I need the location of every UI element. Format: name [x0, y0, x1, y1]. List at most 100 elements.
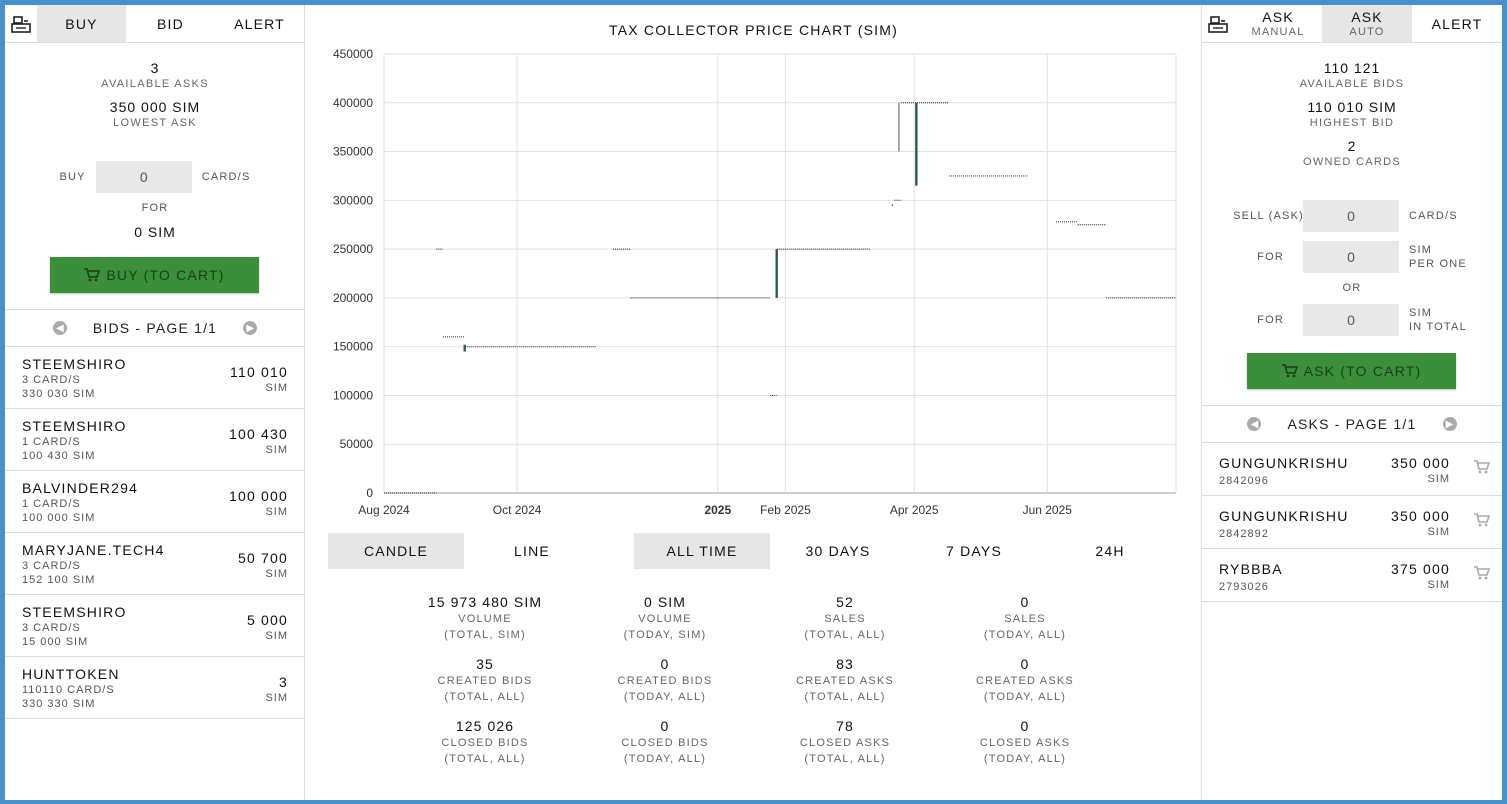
- lowest-ask: 350 000 SIM LOWEST ASK: [5, 99, 305, 129]
- ask-row[interactable]: GUNGUNKRISHU 2842892 350 000 SIM: [1202, 496, 1502, 549]
- bid-row[interactable]: STEEMSHIRO 3 CARD/S 330 030 SIM 110 010 …: [5, 347, 305, 409]
- ask-id: 2842892: [1219, 528, 1269, 540]
- next-page-icon[interactable]: ▶: [243, 321, 258, 335]
- cash-register-icon: [11, 15, 31, 33]
- ask-row[interactable]: RYBBBA 2793026 375 000 SIM: [1202, 549, 1502, 602]
- ask-price: 375 000: [1390, 561, 1450, 577]
- mode-line-button[interactable]: LINE: [514, 543, 550, 559]
- tab-switch[interactable]: [5, 5, 37, 42]
- bid-total: 330 030 SIM: [22, 388, 96, 400]
- market-stat-value: 52: [836, 594, 854, 610]
- buy-panel: BUY BID ALERT 3 AVAILABLE ASKS 350 000 S…: [5, 5, 305, 800]
- ask-to-cart-button[interactable]: ASK (TO CART): [1247, 353, 1456, 389]
- market-stat-scope: (TODAY, ALL): [983, 629, 1067, 641]
- bid-cards: 3 CARD/S: [22, 374, 81, 386]
- x-tick-label: Apr 2025: [890, 503, 939, 517]
- price-chart[interactable]: 0 50000 100000 150000 200000 250000 300000 3500…: [305, 5, 1202, 525]
- ask-row[interactable]: GUNGUNKRISHU 2842096 350 000 SIM: [1202, 443, 1502, 496]
- bid-row[interactable]: HUNTTOKEN 110110 CARD/S 330 330 SIM 3 SI…: [5, 657, 305, 719]
- add-to-cart-icon[interactable]: [1474, 459, 1490, 475]
- range-all-time-button[interactable]: ALL TIME: [634, 533, 770, 569]
- market-stat-scope: (TOTAL, SIM): [444, 629, 526, 641]
- mode-spacer: [600, 533, 634, 569]
- sell-quantity-input[interactable]: [1303, 200, 1399, 232]
- buy-quantity-input[interactable]: [95, 161, 192, 193]
- tab-bid[interactable]: BID: [157, 15, 184, 32]
- buy-to-cart-button[interactable]: BUY (TO CART): [50, 257, 259, 293]
- buy-quantity-row: BUY CARD/S: [5, 161, 305, 193]
- add-to-cart-icon[interactable]: [1474, 512, 1490, 528]
- y-tick-label: 350000: [333, 145, 373, 159]
- bid-name: MARYJANE.TECH4: [22, 542, 165, 558]
- ask-unit: SIM: [1427, 579, 1450, 591]
- bid-total: 330 330 SIM: [22, 698, 96, 710]
- market-stat: 15 973 480 SIM VOLUME (TOTAL, SIM): [395, 594, 575, 642]
- prev-page-icon[interactable]: ◀: [52, 321, 67, 335]
- range-24h-button[interactable]: 24H: [1095, 543, 1125, 559]
- bid-row[interactable]: MARYJANE.TECH4 3 CARD/S 152 100 SIM 50 7…: [5, 533, 305, 595]
- for-label: FOR: [141, 202, 169, 214]
- market-stat: 83 CREATED ASKS (TOTAL, ALL): [755, 656, 935, 704]
- market-stat-scope: (TODAY, SIM): [623, 629, 707, 641]
- x-tick-label: Feb 2025: [760, 503, 811, 517]
- buy-total-value: 0 SIM: [134, 224, 176, 240]
- market-stat: 35 CREATED BIDS (TOTAL, ALL): [395, 656, 575, 704]
- market-stats: 15 973 480 SIM VOLUME (TOTAL, SIM) 0 SIM VOL…: [395, 594, 1115, 766]
- bid-name: STEEMSHIRO: [22, 418, 127, 434]
- tab-alert[interactable]: ALERT: [1431, 15, 1483, 32]
- prev-page-icon[interactable]: ◀: [1247, 417, 1262, 431]
- y-tick-label: 250000: [333, 242, 373, 256]
- market-stat: 0 SALES (TODAY, ALL): [935, 594, 1115, 642]
- ask-name: GUNGUNKRISHU: [1219, 455, 1349, 471]
- y-tick-label: 450000: [333, 47, 373, 61]
- bid-row[interactable]: BALVINDER294 1 CARD/S 100 000 SIM 100 00…: [5, 471, 305, 533]
- tab-alert[interactable]: ALERT: [234, 15, 285, 32]
- market-stat-label: VOLUME: [638, 613, 692, 625]
- next-page-icon[interactable]: ▶: [1442, 417, 1457, 431]
- ask-id: 2793026: [1219, 581, 1269, 593]
- bid-price: 3: [279, 674, 288, 690]
- bids-pager-title: BIDS - PAGE 1/1: [92, 320, 218, 336]
- add-to-cart-icon[interactable]: [1474, 565, 1490, 581]
- mode-candle-button[interactable]: CANDLE: [328, 533, 464, 569]
- market-stat-scope: (TOTAL, ALL): [444, 691, 526, 703]
- for-label: FOR: [1257, 251, 1284, 263]
- bid-price: 50 700: [237, 550, 288, 566]
- price-total-row: FOR SIM IN TOTAL: [1202, 304, 1502, 336]
- market-stat: 52 SALES (TOTAL, ALL): [755, 594, 935, 642]
- available-asks-label: AVAILABLE ASKS: [101, 78, 209, 90]
- range-7-days-button[interactable]: 7 DAYS: [946, 543, 1002, 559]
- bid-price: 100 000: [228, 488, 288, 504]
- available-asks-value: 3: [150, 60, 160, 76]
- tab-ask-auto[interactable]: ASK AUTO: [1322, 5, 1412, 42]
- bid-price: 110 010: [230, 364, 288, 380]
- per-one-label: PER ONE: [1409, 258, 1467, 270]
- market-stat-value: 15 973 480 SIM: [427, 594, 543, 610]
- bid-unit: SIM: [265, 444, 288, 456]
- market-stat-label: CLOSED ASKS: [979, 737, 1071, 749]
- bid-unit: SIM: [265, 506, 288, 518]
- sim-label: SIM: [1409, 244, 1433, 256]
- bid-price: 5 000: [246, 612, 288, 628]
- ask-to-cart-label: ASK (TO CART): [1303, 363, 1422, 379]
- bid-total: 100 430 SIM: [22, 450, 96, 462]
- app-frame: BUY BID ALERT 3 AVAILABLE ASKS 350 000 S…: [5, 5, 1502, 800]
- range-30-days-button[interactable]: 30 DAYS: [805, 543, 871, 559]
- market-stat-value: 0: [660, 718, 670, 734]
- tab-buy[interactable]: BUY: [37, 5, 126, 42]
- market-stat-value: 125 026: [455, 718, 515, 734]
- market-stat: 0 CLOSED BIDS (TODAY, ALL): [575, 718, 755, 766]
- bid-row[interactable]: STEEMSHIRO 1 CARD/S 100 430 SIM 100 430 …: [5, 409, 305, 471]
- bid-row[interactable]: STEEMSHIRO 3 CARD/S 15 000 SIM 5 000 SIM: [5, 595, 305, 657]
- bid-unit: SIM: [265, 630, 288, 642]
- price-total-input[interactable]: [1303, 304, 1399, 336]
- market-stat-scope: (TOTAL, ALL): [804, 753, 886, 765]
- tab-ask-manual[interactable]: ASK MANUAL: [1234, 5, 1322, 42]
- sell-label: SELL (ASK): [1233, 210, 1304, 222]
- market-stat-value: 0: [1020, 718, 1030, 734]
- available-bids-value: 110 121: [1323, 60, 1381, 76]
- market-stat-value: 0 SIM: [643, 594, 687, 610]
- price-per-one-input[interactable]: [1303, 241, 1399, 273]
- tab-switch[interactable]: [1202, 5, 1234, 42]
- bid-unit: SIM: [265, 692, 288, 704]
